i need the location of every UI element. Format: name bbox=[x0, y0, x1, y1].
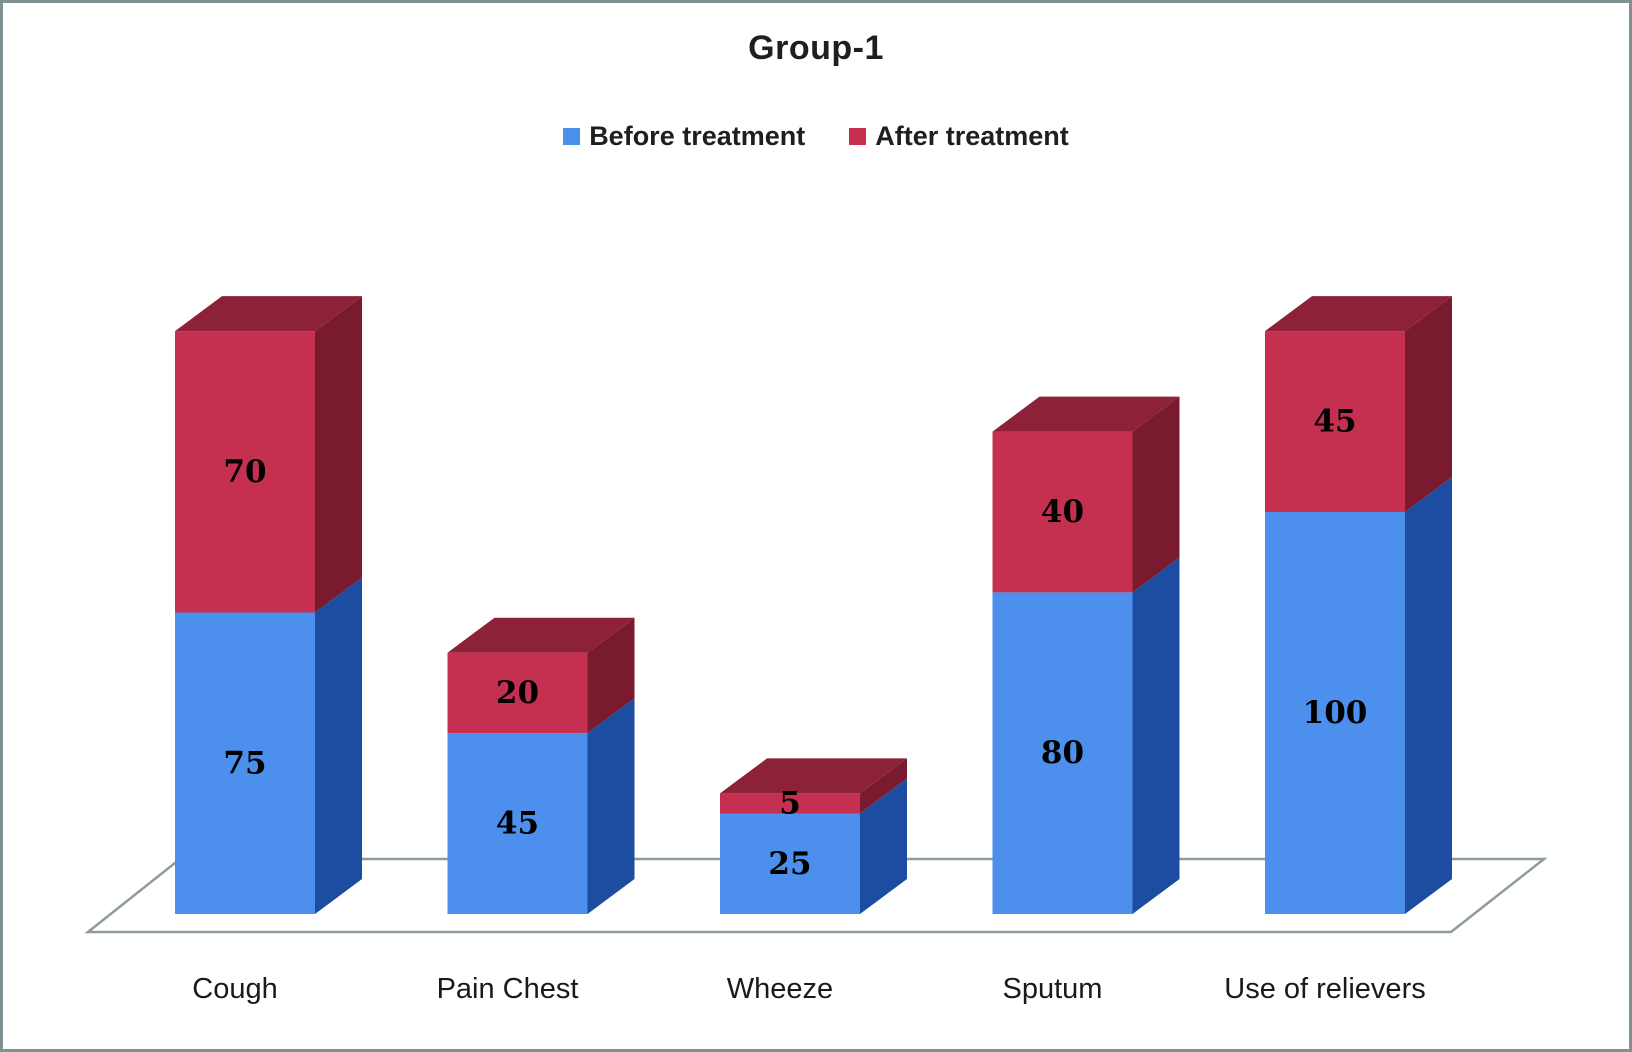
chart-title: Group-1 bbox=[748, 29, 884, 67]
bar-side-before-treatment-wheeze bbox=[860, 778, 907, 914]
bar-front-before-treatment-sputum bbox=[992, 592, 1133, 914]
legend-label-before-treatment: Before treatment bbox=[589, 121, 806, 151]
bar-front-after-treatment-sputum bbox=[992, 431, 1133, 593]
value-label-after-treatment-sputum: 40 bbox=[1041, 494, 1084, 530]
legend-item-after-treatment: After treatment bbox=[849, 121, 1069, 152]
value-label-after-treatment-wheeze: 5 bbox=[779, 785, 801, 821]
bar-front-after-treatment-wheeze bbox=[720, 793, 860, 814]
category-label-cough: Cough bbox=[192, 973, 277, 1005]
chart-floor bbox=[84, 857, 1548, 934]
legend-item-before-treatment: Before treatment bbox=[563, 121, 805, 152]
value-label-after-treatment-use-of-relievers: 45 bbox=[1313, 404, 1356, 440]
legend: Before treatment After treatment bbox=[3, 121, 1629, 152]
value-label-after-treatment-cough: 70 bbox=[223, 454, 266, 490]
legend-label-after-treatment: After treatment bbox=[875, 121, 1069, 151]
bar-front-before-treatment-cough bbox=[175, 612, 315, 914]
bar-top-after-treatment-wheeze bbox=[720, 758, 907, 794]
bar-top-after-treatment-pain-chest bbox=[447, 617, 635, 653]
value-label-before-treatment-use-of-relievers: 100 bbox=[1303, 695, 1368, 731]
category-label-use-of-relievers: Use of relievers bbox=[1224, 973, 1425, 1005]
bar-front-after-treatment-pain-chest bbox=[447, 652, 588, 734]
bar-top-after-treatment-use-of-relievers bbox=[1265, 296, 1452, 332]
value-label-before-treatment-cough: 75 bbox=[223, 745, 266, 781]
bar-side-before-treatment-cough bbox=[315, 577, 362, 914]
bar-side-after-treatment-sputum bbox=[1132, 396, 1180, 593]
value-label-after-treatment-pain-chest: 20 bbox=[496, 675, 539, 711]
bar-side-before-treatment-pain-chest bbox=[587, 698, 635, 914]
bar-side-before-treatment-use-of-relievers bbox=[1405, 477, 1452, 914]
category-label-wheeze: Wheeze bbox=[727, 973, 833, 1005]
bar-front-before-treatment-pain-chest bbox=[447, 733, 588, 914]
bar-top-after-treatment-cough bbox=[175, 296, 362, 332]
legend-swatch-after-treatment bbox=[849, 128, 867, 145]
bar-side-after-treatment-cough bbox=[315, 296, 362, 613]
stacked-column-plot: 75 70 Cough 45 20 Pain Chest 25 5 Wheeze 80 40 Sput… bbox=[84, 296, 1548, 1005]
value-label-before-treatment-sputum: 80 bbox=[1041, 735, 1084, 771]
bar-top-after-treatment-sputum bbox=[992, 396, 1180, 432]
legend-swatch-before-treatment bbox=[563, 128, 581, 145]
category-label-pain-chest: Pain Chest bbox=[437, 973, 579, 1005]
bar-side-after-treatment-pain-chest bbox=[587, 617, 635, 734]
bar-front-before-treatment-wheeze bbox=[720, 813, 860, 914]
bar-front-before-treatment-use-of-relievers bbox=[1265, 512, 1405, 914]
value-label-before-treatment-wheeze: 25 bbox=[768, 846, 811, 882]
bar-side-after-treatment-wheeze bbox=[860, 758, 907, 814]
bar-side-after-treatment-use-of-relievers bbox=[1405, 296, 1452, 512]
value-label-before-treatment-pain-chest: 45 bbox=[496, 806, 539, 842]
bar-side-before-treatment-sputum bbox=[1132, 557, 1180, 914]
bar-front-after-treatment-use-of-relievers bbox=[1265, 331, 1405, 512]
category-label-sputum: Sputum bbox=[1003, 973, 1103, 1005]
bar-front-after-treatment-cough bbox=[175, 331, 315, 613]
